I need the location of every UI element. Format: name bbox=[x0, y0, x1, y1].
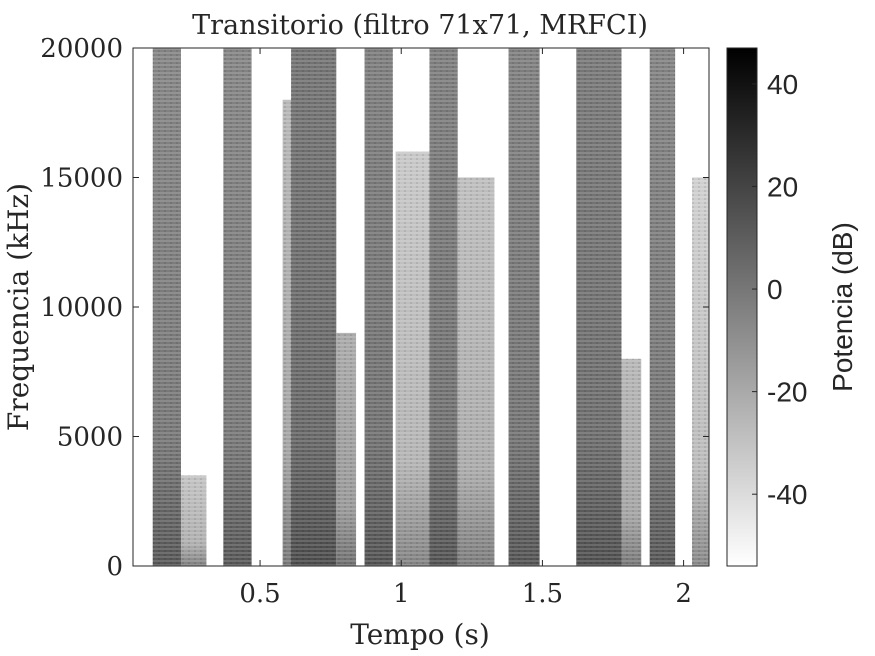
spectrogram-band-texture bbox=[457, 177, 495, 566]
y-tick-label: 0 bbox=[106, 552, 123, 582]
y-axis-label: Frequencia (kHz) bbox=[2, 183, 35, 431]
spectrogram-band-texture bbox=[152, 48, 181, 566]
plot-area: 0.5 1 1.5 2 0 5000 10000 15000 20000 bbox=[40, 34, 710, 609]
x-axis-label: Tempo (s) bbox=[350, 618, 490, 651]
x-tick-label: 1.5 bbox=[522, 579, 563, 609]
colorbar-gradient bbox=[726, 47, 758, 567]
spectrogram-band-texture bbox=[395, 151, 430, 566]
colorbar-tick-label: 40 bbox=[767, 69, 798, 100]
colorbar-ticks: -40 -20 0 20 40 bbox=[752, 69, 807, 510]
x-tick-label: 0.5 bbox=[239, 579, 280, 609]
spectrogram-band-texture bbox=[181, 475, 207, 566]
colorbar-tick-label: 20 bbox=[767, 171, 798, 202]
colorbar-tick-label: -20 bbox=[767, 377, 807, 408]
spectrogram-band-texture bbox=[508, 48, 540, 566]
y-tick-label: 10000 bbox=[40, 293, 123, 323]
colorbar-tick-label: -40 bbox=[767, 479, 807, 510]
chart-title: Transitorio (filtro 71x71, MRFCI) bbox=[192, 10, 648, 41]
x-tick-label: 1 bbox=[393, 579, 410, 609]
spectrogram-band-texture bbox=[364, 48, 393, 566]
spectrogram-band-texture bbox=[649, 48, 676, 566]
colorbar: -40 -20 0 20 40 Potencia (dB) bbox=[726, 47, 858, 567]
x-tick-label: 2 bbox=[675, 579, 692, 609]
colorbar-tick-label: 0 bbox=[767, 274, 783, 305]
spectrogram-band-texture bbox=[223, 48, 252, 566]
y-tick-label: 15000 bbox=[40, 164, 123, 194]
spectrogram-band-texture bbox=[336, 332, 357, 566]
spectrogram-band-texture bbox=[621, 358, 642, 566]
y-tick-label: 5000 bbox=[57, 423, 123, 453]
spectrogram-band-texture bbox=[692, 177, 709, 566]
y-tick-label: 20000 bbox=[40, 34, 123, 64]
x-axis: 0.5 1 1.5 2 bbox=[239, 48, 692, 609]
colorbar-label: Potencia (dB) bbox=[827, 222, 858, 392]
y-axis: 0 5000 10000 15000 20000 bbox=[40, 34, 709, 582]
spectrogram-band-texture bbox=[576, 48, 622, 566]
spectrogram-bands bbox=[152, 48, 709, 567]
spectrogram-band-texture bbox=[291, 48, 337, 566]
spectrogram-band-texture bbox=[429, 48, 458, 566]
